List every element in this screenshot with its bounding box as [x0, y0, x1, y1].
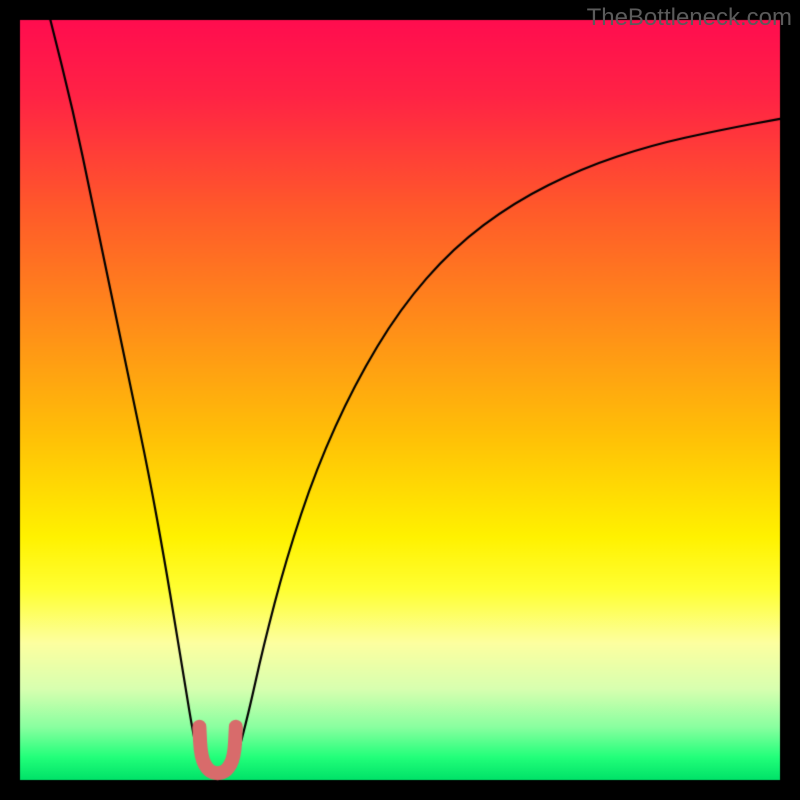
bottleneck-curve-chart: [0, 0, 800, 800]
chart-container: TheBottleneck.com: [0, 0, 800, 800]
watermark-label: TheBottleneck.com: [587, 4, 792, 32]
